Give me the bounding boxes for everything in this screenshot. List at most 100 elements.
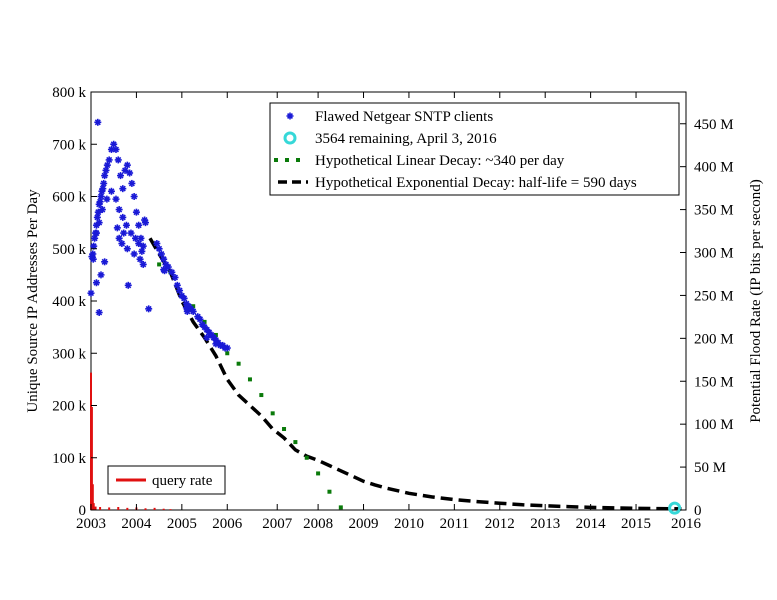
netgear-client-point — [145, 305, 153, 313]
x-tick-label: 2003 — [76, 516, 106, 532]
netgear-client-point — [118, 240, 126, 248]
netgear-client-point — [183, 307, 191, 315]
netgear-client-point — [203, 334, 211, 342]
linear-decay-point — [270, 411, 275, 416]
netgear-client-point — [128, 179, 136, 187]
netgear-client-point — [168, 268, 176, 276]
series-query-rate — [90, 372, 172, 510]
netgear-client-point — [97, 193, 105, 200]
x-tick-label: 2010 — [394, 516, 424, 532]
x-tick-label: 2009 — [349, 516, 379, 532]
legend-label: 3564 remaining, April 3, 2016 — [315, 131, 497, 147]
exponential-decay-line — [148, 237, 682, 511]
y-left-tick-label: 0 — [79, 503, 87, 519]
netgear-client-point — [160, 255, 168, 263]
legend-entry-hypothetical-exponential-decay-half-life-590-days: Hypothetical Exponential Decay: half-lif… — [278, 175, 637, 191]
netgear-client-point — [123, 245, 131, 253]
netgear-client-point — [130, 250, 138, 258]
legend-dot-icon — [285, 158, 289, 162]
netgear-client-point — [97, 271, 105, 279]
y-right-tick-label: 400 M — [694, 160, 734, 176]
netgear-client-point — [139, 242, 147, 250]
netgear-client-point — [94, 208, 102, 216]
netgear-client-point — [124, 281, 132, 289]
axes-layer: 2003 2004 2005 2006 2007 2008 2009 2010 2011 2012… — [52, 85, 733, 532]
netgear-client-point — [123, 161, 131, 169]
netgear-client-point — [122, 221, 130, 229]
linear-decay-point — [293, 440, 298, 445]
netgear-client-point — [113, 224, 121, 232]
netgear-client-point — [114, 156, 122, 164]
x-tick-label: 2014 — [576, 516, 607, 532]
x-tick-label: 2013 — [530, 516, 560, 532]
legend-label: Hypothetical Exponential Decay: half-lif… — [315, 175, 637, 191]
netgear-client-point — [115, 234, 123, 242]
netgear-client-point — [155, 245, 163, 253]
y-right-tick-label: 100 M — [694, 417, 734, 433]
linear-decay-point — [327, 489, 332, 494]
y-right-tick-label: 50 M — [694, 460, 726, 476]
netgear-client-point — [173, 281, 181, 289]
netgear-client-point — [91, 234, 99, 242]
netgear-client-point — [105, 156, 113, 164]
linear-decay-point — [236, 361, 241, 366]
netgear-client-point — [137, 234, 145, 242]
netgear-client-point — [119, 185, 127, 193]
y-right-tick-label: 200 M — [694, 331, 734, 347]
legend-entry-query-rate: query rate — [116, 473, 213, 489]
series-hypothetical-exponential-decay-half-life-590-days — [148, 237, 682, 511]
query-rate-legend: query rate — [107, 465, 226, 495]
netgear-client-point — [132, 208, 140, 216]
x-tick-label: 2015 — [621, 516, 651, 532]
series-flawed-netgear-sntp-clients — [87, 118, 231, 352]
netgear-client-point — [100, 179, 108, 187]
netgear-client-point — [107, 145, 115, 153]
netgear-client-point — [117, 172, 125, 180]
netgear-client-point — [102, 166, 110, 174]
series-layer — [87, 118, 682, 515]
legend-entry-flawed-netgear-sntp-clients: Flawed Netgear SNTP clients — [286, 109, 493, 125]
netgear-client-point — [92, 279, 100, 287]
y-left-tick-label: 800 k — [52, 85, 86, 101]
y-left-tick-label: 100 k — [52, 451, 86, 467]
y-left-tick-label: 600 k — [52, 190, 86, 206]
netgear-client-point — [96, 198, 104, 206]
netgear-client-point — [120, 229, 128, 237]
netgear-client-point — [212, 340, 220, 348]
netgear-client-point — [101, 258, 109, 266]
netgear-client-point — [180, 294, 188, 302]
netgear-client-point — [92, 229, 100, 237]
netgear-client-point — [135, 240, 143, 248]
netgear-client-point — [112, 145, 120, 153]
linear-decay-point — [304, 455, 309, 460]
linear-decay-point — [282, 427, 287, 432]
x-tick-label: 2006 — [212, 516, 243, 532]
netgear-client-point — [127, 229, 135, 237]
x-tick-label: 2008 — [303, 516, 333, 532]
netgear-client-point — [98, 206, 106, 214]
legend-dot-icon — [296, 158, 300, 162]
y-left-tick-label: 200 k — [52, 399, 86, 415]
netgear-client-point — [103, 195, 111, 203]
legend-dot-icon — [274, 158, 278, 162]
x-tick-label: 2007 — [262, 516, 293, 532]
linear-decay-point — [157, 262, 162, 267]
netgear-client-point — [95, 219, 103, 227]
netgear-client-point — [136, 255, 144, 263]
linear-decay-point — [247, 377, 252, 382]
netgear-client-point — [112, 195, 120, 203]
y-left-tick-label: 700 k — [52, 137, 86, 153]
netgear-client-point — [99, 185, 107, 193]
netgear-client-point — [107, 187, 115, 195]
netgear-client-point — [119, 213, 127, 221]
netgear-client-point — [132, 234, 140, 242]
y-left-tick-label: 300 k — [52, 346, 86, 362]
y-axis-right-title: Potential Flood Rate (IP bits per second… — [748, 179, 764, 423]
y-right-tick-label: 450 M — [694, 117, 734, 133]
remaining-marker — [668, 501, 682, 515]
netgear-client-point — [153, 240, 161, 248]
netgear-client-point — [94, 118, 102, 126]
linear-decay-point — [259, 393, 264, 398]
netgear-client-point — [157, 250, 165, 258]
